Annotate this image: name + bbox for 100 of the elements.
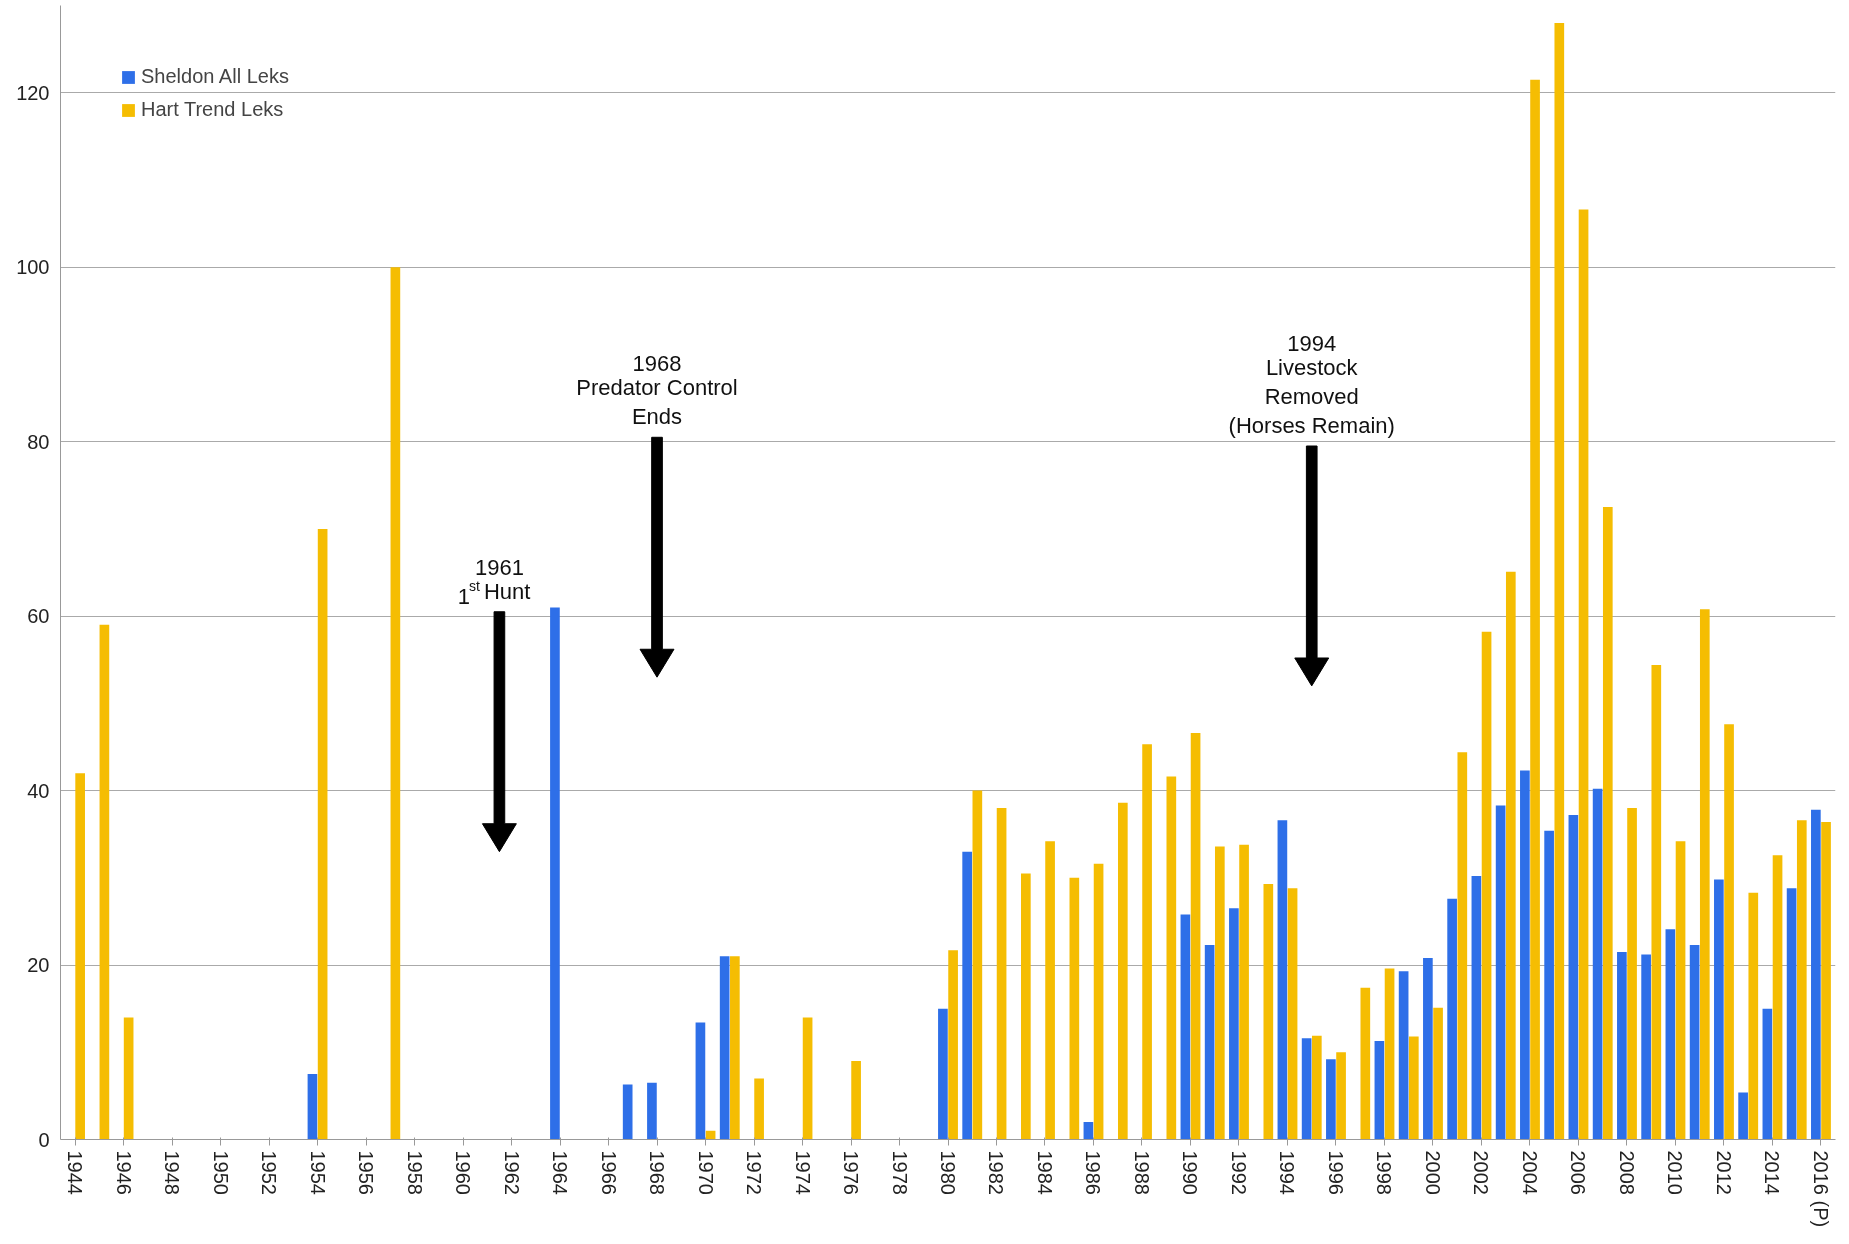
bar <box>1617 951 1627 1140</box>
bar <box>1738 1092 1748 1140</box>
x-tick-label: 2004 <box>1518 1150 1541 1195</box>
bar <box>1336 1052 1346 1140</box>
x-tick-label: 1976 <box>840 1150 863 1195</box>
bar <box>1021 873 1031 1140</box>
x-tick-label: 1990 <box>1179 1150 1202 1195</box>
bar <box>1578 209 1589 1140</box>
x-tick-label: 1958 <box>403 1150 426 1195</box>
bar <box>1786 888 1797 1140</box>
bar <box>972 790 983 1140</box>
x-tick-label: 1972 <box>743 1150 766 1195</box>
bar <box>1821 821 1831 1140</box>
x-tick-label: 2014 <box>1761 1150 1784 1195</box>
bar <box>1627 808 1637 1140</box>
x-tick-label: 2016 (P) <box>1809 1150 1832 1228</box>
x-tick-label: 1950 <box>209 1150 232 1195</box>
annotation: 1994 Livestock Removed (Horses Remain) <box>1228 331 1395 439</box>
bar <box>1360 987 1371 1140</box>
x-tick-label: 1964 <box>549 1150 572 1195</box>
x-tick-label: 2010 <box>1664 1150 1687 1195</box>
bar <box>1374 1040 1385 1140</box>
bar <box>1229 908 1239 1140</box>
x-tick-label: 1998 <box>1373 1150 1396 1195</box>
bar <box>1457 752 1468 1140</box>
bar <box>647 1082 657 1140</box>
bar <box>1263 883 1274 1140</box>
x-tick-label: 1978 <box>888 1150 911 1195</box>
bar <box>1641 954 1651 1140</box>
bar <box>1117 802 1128 1140</box>
bar <box>1093 863 1104 1140</box>
x-tick-label: 1988 <box>1130 1150 1153 1195</box>
bar <box>622 1084 633 1140</box>
bar <box>1180 914 1191 1140</box>
bar <box>1301 1038 1312 1140</box>
x-tick-label: 1946 <box>112 1150 135 1195</box>
y-tick-label: 100 <box>16 256 50 279</box>
x-tick-label: 1982 <box>985 1150 1008 1195</box>
y-tick-label: 60 <box>27 605 50 628</box>
x-tick-label: 1966 <box>597 1150 620 1195</box>
bar <box>1204 944 1215 1140</box>
bar <box>719 956 730 1140</box>
bar <box>1166 776 1177 1140</box>
bar <box>1384 968 1395 1140</box>
bar <box>1408 1036 1419 1140</box>
bar <box>851 1060 861 1140</box>
x-tick-label: 1968 <box>646 1150 669 1195</box>
bar <box>938 1008 948 1140</box>
bar <box>1592 788 1603 1140</box>
bar <box>1568 815 1579 1140</box>
bar <box>1772 855 1783 1140</box>
bar <box>1481 631 1492 1140</box>
x-tick-label: 1974 <box>791 1150 814 1195</box>
bar <box>1214 846 1225 1140</box>
bar <box>75 773 85 1140</box>
x-tick-label: 1980 <box>937 1150 959 1195</box>
bar <box>1190 733 1201 1140</box>
annotation: 1968 Predator Control Ends <box>576 351 738 430</box>
x-tick-label: 2006 <box>1567 1150 1590 1195</box>
bar <box>1505 571 1516 1140</box>
bar <box>1796 820 1807 1140</box>
bar <box>695 1022 706 1140</box>
bar <box>123 1017 134 1140</box>
bar <box>1239 844 1249 1140</box>
bar <box>1762 1008 1773 1140</box>
bar <box>802 1017 813 1140</box>
x-tick-label: 1960 <box>452 1150 475 1195</box>
bar <box>317 528 328 1140</box>
bar <box>1651 664 1662 1140</box>
bar <box>1069 877 1080 1140</box>
bar <box>1471 876 1482 1140</box>
bar <box>1689 944 1700 1140</box>
bar <box>1665 929 1676 1140</box>
bar <box>1675 841 1686 1140</box>
x-tick-label: 1952 <box>258 1150 281 1195</box>
x-tick-label: 1956 <box>355 1150 378 1195</box>
bar <box>1699 609 1710 1140</box>
bar <box>1724 724 1734 1140</box>
x-tick-label: 1954 <box>306 1150 329 1195</box>
y-tick-label: 20 <box>27 954 50 977</box>
x-tick-label: 1970 <box>694 1150 717 1195</box>
bar <box>1530 79 1540 1140</box>
bar <box>1433 1007 1443 1140</box>
bar <box>1277 820 1288 1140</box>
bar <box>1495 805 1506 1140</box>
bar <box>730 956 740 1140</box>
bar <box>1447 898 1457 1140</box>
bar <box>390 267 401 1140</box>
x-tick-label: 1948 <box>161 1150 184 1195</box>
x-tick-label: 1984 <box>1033 1150 1056 1195</box>
x-tick-label: 1994 <box>1276 1150 1299 1195</box>
bar <box>1423 958 1433 1140</box>
bar <box>1520 770 1530 1140</box>
bar <box>1602 507 1613 1140</box>
bar <box>754 1078 764 1140</box>
bar <box>99 624 110 1140</box>
bar <box>1714 879 1724 1140</box>
bar <box>1142 744 1152 1140</box>
bar <box>1811 809 1821 1140</box>
y-tick-label: 40 <box>27 779 50 802</box>
